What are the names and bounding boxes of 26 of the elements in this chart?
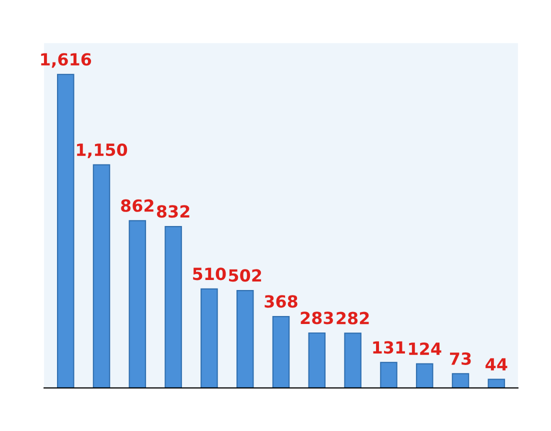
data-label: 368 [264, 295, 298, 308]
data-label: 124 [409, 342, 442, 355]
data-label: 283 [300, 312, 333, 324]
bar [416, 363, 434, 388]
data-label: 502 [229, 269, 262, 282]
data-label: 862 [121, 199, 154, 212]
bar [344, 332, 362, 388]
bar [452, 373, 470, 388]
data-label: 1,150 [77, 143, 128, 158]
bar [308, 332, 326, 388]
bar [488, 378, 506, 388]
bar [164, 226, 182, 388]
bar [92, 164, 110, 388]
data-label: 44 [486, 358, 508, 370]
data-label: 282 [336, 312, 369, 324]
data-label: 73 [450, 352, 471, 365]
bar [200, 288, 218, 388]
bar [272, 316, 290, 388]
data-label: 510 [193, 268, 226, 280]
data-label: 131 [373, 341, 405, 354]
data-label: 832 [156, 205, 190, 218]
bar [56, 74, 74, 388]
data-label: 1,616 [41, 53, 92, 68]
bar [236, 290, 254, 388]
bar [128, 220, 146, 388]
bar [380, 362, 398, 388]
